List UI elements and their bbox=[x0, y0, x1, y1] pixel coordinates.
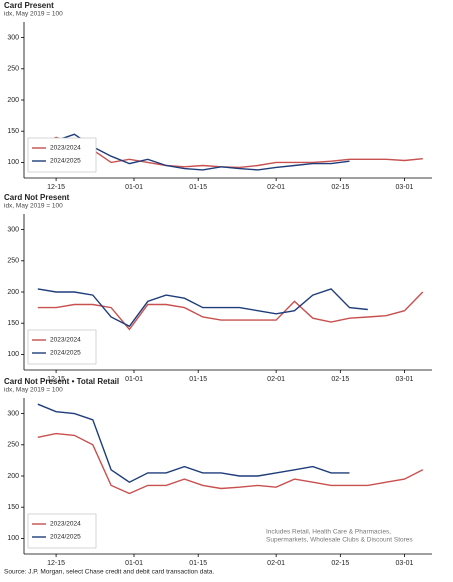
annotation: Supermarkets, Wholesale Clubs & Discount… bbox=[266, 537, 413, 544]
x-tick-label: 03-01 bbox=[396, 560, 414, 567]
y-tick-label: 100 bbox=[7, 535, 19, 542]
x-tick-label: 12-15 bbox=[47, 560, 65, 567]
y-tick-label: 250 bbox=[7, 442, 19, 449]
x-tick-label: 02-15 bbox=[331, 184, 349, 191]
x-tick-label: 01-01 bbox=[125, 184, 143, 191]
y-tick-label: 150 bbox=[7, 128, 19, 135]
y-tick-label: 300 bbox=[7, 226, 19, 233]
x-tick-label: 12-15 bbox=[47, 376, 65, 383]
y-tick-label: 300 bbox=[7, 34, 19, 41]
legend-label: 2024/2025 bbox=[50, 350, 81, 357]
legend-label: 2024/2025 bbox=[50, 534, 81, 541]
x-tick-label: 12-15 bbox=[47, 184, 65, 191]
legend-label: 2023/2024 bbox=[50, 521, 81, 528]
x-tick-label: 01-15 bbox=[189, 376, 207, 383]
chart-title: Card Present bbox=[4, 1, 54, 10]
legend-label: 2024/2025 bbox=[50, 158, 81, 165]
x-tick-label: 02-01 bbox=[267, 184, 285, 191]
x-tick-label: 02-15 bbox=[331, 376, 349, 383]
legend-label: 2023/2024 bbox=[50, 145, 81, 152]
x-tick-label: 02-01 bbox=[267, 376, 285, 383]
y-tick-label: 100 bbox=[7, 159, 19, 166]
chart-title: Card Not Present • Total Retail bbox=[4, 377, 119, 386]
x-tick-label: 02-01 bbox=[267, 560, 285, 567]
x-tick-label: 03-01 bbox=[396, 376, 414, 383]
legend-box bbox=[27, 137, 97, 173]
subtitle: idx, May 2019 = 100 bbox=[4, 387, 63, 394]
annotation: Includes Retail, Health Care & Pharmacie… bbox=[266, 529, 391, 536]
y-tick-label: 150 bbox=[7, 320, 19, 327]
x-tick-label: 01-01 bbox=[125, 560, 143, 567]
y-tick-label: 200 bbox=[7, 97, 19, 104]
legend-box bbox=[27, 513, 97, 549]
chart-title: Card Not Present bbox=[4, 193, 70, 202]
x-tick-label: 02-15 bbox=[331, 560, 349, 567]
x-tick-label: 01-15 bbox=[189, 560, 207, 567]
series-line bbox=[37, 288, 368, 328]
y-tick-label: 100 bbox=[7, 351, 19, 358]
y-tick-label: 250 bbox=[7, 258, 19, 265]
x-tick-label: 03-01 bbox=[396, 184, 414, 191]
y-tick-label: 150 bbox=[7, 504, 19, 511]
legend-label: 2023/2024 bbox=[50, 337, 81, 344]
series-line bbox=[37, 403, 350, 484]
y-tick-label: 200 bbox=[7, 289, 19, 296]
subtitle: idx, May 2019 = 100 bbox=[4, 203, 63, 210]
y-tick-label: 250 bbox=[7, 66, 19, 73]
x-tick-label: 01-15 bbox=[189, 184, 207, 191]
source: Source: J.P. Morgan, select Chase credit… bbox=[4, 569, 214, 576]
y-tick-label: 200 bbox=[7, 473, 19, 480]
x-tick-label: 01-01 bbox=[125, 376, 143, 383]
legend-box bbox=[27, 329, 97, 365]
series-line bbox=[37, 432, 424, 495]
y-tick-label: 300 bbox=[7, 410, 19, 417]
subtitle: idx, May 2019 = 100 bbox=[4, 11, 63, 18]
